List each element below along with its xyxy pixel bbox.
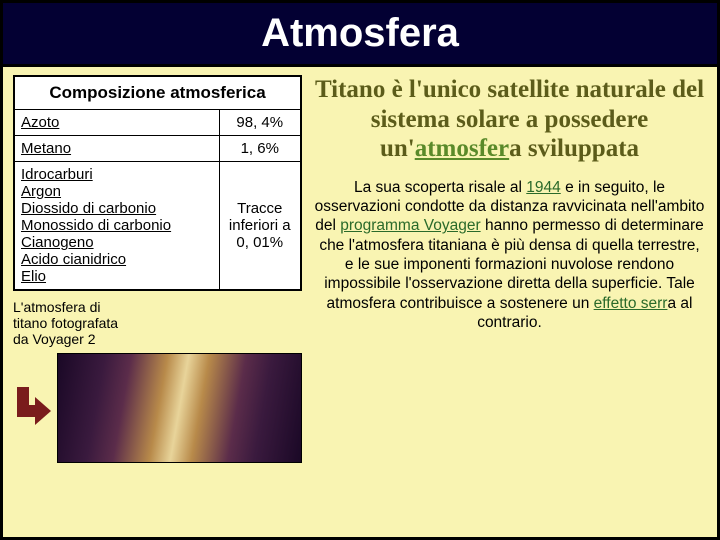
trace-gases-cell: Idrocarburi Argon Diossido di carbonio M… [14, 162, 219, 291]
caption-line: titano fotografata [13, 315, 302, 331]
gas-value: 98, 4% [219, 110, 301, 136]
arrow-icon [13, 387, 49, 429]
headline-text: Titano è l'unico satellite naturale del … [314, 75, 705, 164]
table-header: Composizione atmosferica [14, 76, 301, 110]
caption-line: da Voyager 2 [13, 331, 302, 347]
table-row-traces: Idrocarburi Argon Diossido di carbonio M… [14, 162, 301, 291]
slide-title: Atmosfera [3, 3, 717, 67]
trace-item: Idrocarburi [21, 166, 93, 183]
right-column: Titano è l'unico satellite naturale del … [308, 67, 717, 537]
left-column: Composizione atmosferica Azoto 98, 4% Me… [3, 67, 308, 537]
composition-table: Composizione atmosferica Azoto 98, 4% Me… [13, 75, 302, 291]
caption-line: L'atmosfera di [13, 299, 302, 315]
gas-value: 1, 6% [219, 136, 301, 162]
trace-item: Elio [21, 268, 46, 285]
image-row [13, 353, 302, 463]
body-part: La sua scoperta risale al [354, 179, 526, 196]
gas-name: Azoto [21, 114, 59, 131]
headline-part: a sviluppata [509, 135, 639, 162]
effetto-link: effetto serr [594, 295, 668, 312]
content-area: Composizione atmosferica Azoto 98, 4% Me… [3, 67, 717, 537]
trace-item: Cianogeno [21, 234, 94, 251]
slide-container: Atmosfera Composizione atmosferica Azoto… [0, 0, 720, 540]
trace-item: Monossido di carbonio [21, 217, 171, 234]
gas-name: Metano [21, 140, 71, 157]
table-row: Metano 1, 6% [14, 136, 301, 162]
trace-item: Acido cianidrico [21, 251, 126, 268]
trace-value: Tracce inferiori a 0, 01% [219, 162, 301, 291]
image-caption: L'atmosfera di titano fotografata da Voy… [13, 299, 302, 347]
headline-link: atmosfer [415, 135, 509, 162]
table-row: Azoto 98, 4% [14, 110, 301, 136]
body-paragraph: La sua scoperta risale al 1944 e in segu… [314, 178, 705, 333]
trace-item: Diossido di carbonio [21, 200, 156, 217]
trace-item: Argon [21, 183, 61, 200]
titan-atmosphere-image [57, 353, 302, 463]
year-link: 1944 [526, 179, 560, 196]
voyager-link: programma Voyager [340, 217, 480, 234]
